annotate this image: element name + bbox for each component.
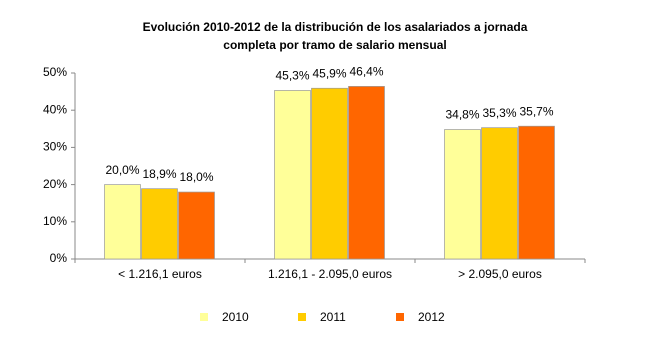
chart-title: completa por tramo de salario mensual	[223, 38, 446, 52]
legend-label: 2012	[418, 310, 445, 324]
bar	[481, 127, 518, 260]
legend-swatch	[298, 313, 306, 321]
y-tick-label: 30%	[43, 140, 67, 154]
value-label: 18,0%	[179, 170, 213, 184]
x-tick-label: < 1.216,1 euros	[118, 267, 202, 281]
y-tick-label: 20%	[43, 177, 67, 191]
value-label: 18,9%	[142, 167, 176, 181]
y-tick-label: 0%	[50, 251, 68, 265]
x-tick-label: 1.216,1 - 2.095,0 euros	[268, 267, 392, 281]
legend-swatch	[396, 313, 404, 321]
bar	[311, 87, 348, 260]
bar	[518, 125, 555, 260]
y-tick-label: 10%	[43, 214, 67, 228]
value-label: 20,0%	[105, 163, 139, 177]
bar	[274, 90, 311, 260]
value-label: 35,3%	[482, 106, 516, 120]
value-label: 35,7%	[519, 104, 553, 118]
legend-swatch	[200, 313, 208, 321]
value-label: 46,4%	[349, 65, 383, 79]
x-tick-label: > 2.095,0 euros	[458, 267, 542, 281]
y-tick-label: 40%	[43, 102, 67, 116]
bar	[444, 129, 481, 260]
legend-label: 2011	[320, 310, 346, 324]
chart-title: Evolución 2010-2012 de la distribución d…	[143, 20, 528, 34]
bar	[348, 86, 385, 260]
value-label: 45,3%	[275, 69, 309, 83]
legend-label: 2010	[222, 310, 249, 324]
value-label: 45,9%	[312, 66, 346, 80]
value-label: 34,8%	[445, 108, 479, 122]
y-tick-label: 50%	[43, 65, 67, 79]
bar	[141, 188, 178, 260]
bar	[178, 191, 215, 260]
bar	[104, 184, 141, 260]
